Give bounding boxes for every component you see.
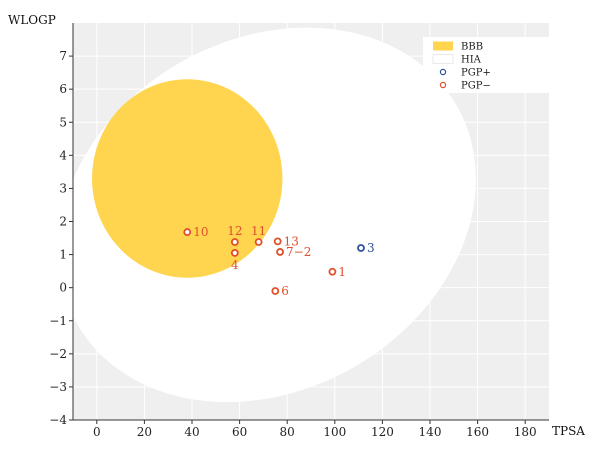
point-label-13: 13: [284, 234, 299, 248]
legend-label-pgp-plus: PGP+: [461, 68, 491, 79]
y-tick-label-5: 5: [59, 115, 67, 129]
x-tick-label-40: 40: [184, 425, 199, 439]
legend-label-bbb: BBB: [461, 42, 483, 53]
legend-marker-pgp-minus: [439, 81, 447, 89]
point-13: [273, 237, 282, 246]
y-tick-label-6: 6: [59, 82, 67, 96]
x-tick-label-120: 120: [371, 425, 394, 439]
point-label-3: 3: [367, 241, 375, 255]
point-10: [183, 228, 192, 236]
point-11: [254, 238, 263, 246]
point-3: [357, 244, 365, 252]
legend-marker-pgp-plus: [439, 68, 447, 76]
y-tick-label-4: −4: [49, 413, 67, 427]
point-label-4: 4: [231, 258, 239, 272]
legend: BBB HIA PGP+ PGP−: [423, 37, 549, 93]
x-tick-label-160: 160: [466, 425, 489, 439]
legend-label-hia: HIA: [461, 55, 482, 66]
x-axis-title: TPSA: [552, 424, 585, 438]
legend-swatch-bbb: [433, 41, 453, 51]
regions: [92, 79, 283, 278]
x-tick-label-100: 100: [323, 425, 346, 439]
y-tick-label-3: −3: [49, 380, 67, 394]
point-label-10: 10: [193, 225, 208, 239]
x-tick-label-60: 60: [232, 425, 247, 439]
point-label-11: 11: [251, 224, 266, 238]
y-tick-label-1: 1: [59, 248, 67, 262]
point-1: [328, 267, 337, 276]
points: 10 12 4 11 137−2 1 6 3: [183, 224, 375, 298]
y-tick-label-3: 3: [59, 181, 67, 195]
point-6: [271, 287, 280, 295]
x-tick-label-0: 0: [93, 425, 101, 439]
y-tick-label-2: 2: [59, 215, 67, 229]
point-label-1: 1: [338, 265, 346, 279]
point-label-7-minus2: 7−2: [286, 245, 311, 259]
point-4: [230, 249, 239, 257]
point-label-6: 6: [281, 284, 289, 298]
x-tick-label-140: 140: [419, 425, 442, 439]
y-tick-label-1: −1: [49, 314, 67, 328]
legend-swatch-hia: [432, 54, 454, 64]
point-label-12: 12: [227, 224, 242, 238]
y-tick-label-0: 0: [59, 281, 67, 295]
x-tick-label-20: 20: [137, 425, 152, 439]
point-12: [230, 238, 239, 246]
y-axis-title: WLOGP: [8, 13, 56, 27]
point-7-minus2: [276, 248, 284, 256]
y-tick-label-7: 7: [59, 49, 67, 63]
y-tick-label-4: 4: [59, 148, 67, 162]
x-tick-label-80: 80: [280, 425, 295, 439]
region-bbb: [92, 79, 283, 278]
y-tick-label-2: −2: [49, 347, 67, 361]
x-tick-label-180: 180: [514, 425, 537, 439]
legend-label-pgp-minus: PGP−: [461, 81, 491, 92]
